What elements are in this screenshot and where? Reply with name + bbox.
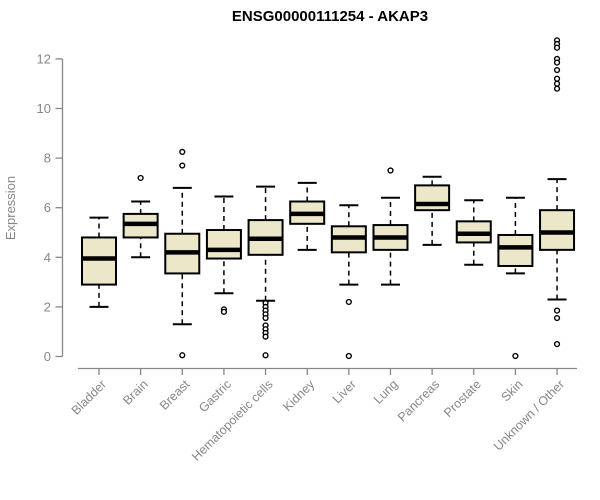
- x-category-label: Hematopoietic cells: [189, 377, 276, 464]
- boxplot-skin: [497, 196, 534, 360]
- outlier-point: [262, 352, 269, 359]
- x-category-label: Prostate: [441, 377, 484, 420]
- outlier-point: [345, 352, 352, 360]
- boxplot-series: [81, 37, 576, 360]
- y-tick-label: 0: [44, 349, 51, 364]
- x-category-label: Bladder: [69, 377, 109, 417]
- outlier-point: [553, 314, 561, 322]
- iqr-box: [497, 233, 534, 267]
- boxplot-bladder: [81, 216, 117, 308]
- boxplot-unknown-other: [539, 37, 576, 348]
- boxplot-pancreas: [414, 175, 451, 246]
- outlier-point: [553, 59, 561, 66]
- outlier-point: [220, 308, 228, 315]
- outlier-point: [387, 167, 394, 174]
- iqr-box: [81, 236, 117, 286]
- x-category-label: Pancreas: [395, 377, 442, 424]
- outlier-point: [553, 44, 561, 51]
- outlier-point: [553, 66, 561, 74]
- outlier-point: [262, 314, 269, 322]
- y-tick-label: 10: [37, 101, 51, 116]
- outlier-point: [553, 85, 561, 92]
- outlier-point: [262, 333, 269, 340]
- outlier-point: [512, 352, 519, 360]
- boxplot-liver: [330, 204, 367, 360]
- boxplot-kidney: [289, 181, 326, 251]
- outlier-point: [553, 75, 561, 82]
- chart-title: ENSG00000111254 - AKAP3: [232, 8, 428, 25]
- outlier-point: [345, 298, 352, 306]
- iqr-box: [414, 184, 451, 212]
- outlier-point: [553, 307, 561, 314]
- boxplot-brain: [122, 174, 159, 259]
- y-tick-label: 8: [44, 151, 51, 166]
- boxplot-gastric: [205, 195, 242, 315]
- x-category-label: Skin: [498, 377, 525, 404]
- y-tick-label: 12: [37, 51, 51, 66]
- outlier-point: [179, 162, 186, 169]
- x-category-label: Brain: [120, 377, 151, 408]
- x-category-label: Kidney: [280, 377, 317, 414]
- outlier-point: [553, 341, 561, 348]
- outlier-point: [553, 80, 561, 87]
- x-category-label: Unknown / Other: [491, 377, 567, 453]
- boxplot-hematopoietic-cells: [247, 185, 284, 359]
- outlier-point: [137, 174, 144, 182]
- x-category-label: Gastric: [196, 377, 234, 415]
- boxplot-lung: [372, 167, 409, 286]
- y-tick-label: 4: [44, 250, 51, 265]
- outlier-point: [179, 148, 186, 156]
- y-tick-label: 6: [44, 200, 51, 215]
- iqr-box: [539, 209, 576, 251]
- boxplot-breast: [164, 148, 201, 359]
- iqr-box: [205, 229, 242, 260]
- outlier-point: [179, 352, 186, 359]
- x-category-label: Liver: [330, 377, 359, 406]
- y-axis-title: Expression: [3, 176, 18, 240]
- x-category-label: Lung: [371, 377, 401, 407]
- x-category-label: Breast: [157, 377, 193, 413]
- boxplot-prostate: [455, 199, 492, 266]
- axes: 0 2 4 6 8 10 12 Bladder Brain Breast GastricHemato…: [37, 51, 577, 464]
- y-tick-label: 2: [44, 299, 51, 314]
